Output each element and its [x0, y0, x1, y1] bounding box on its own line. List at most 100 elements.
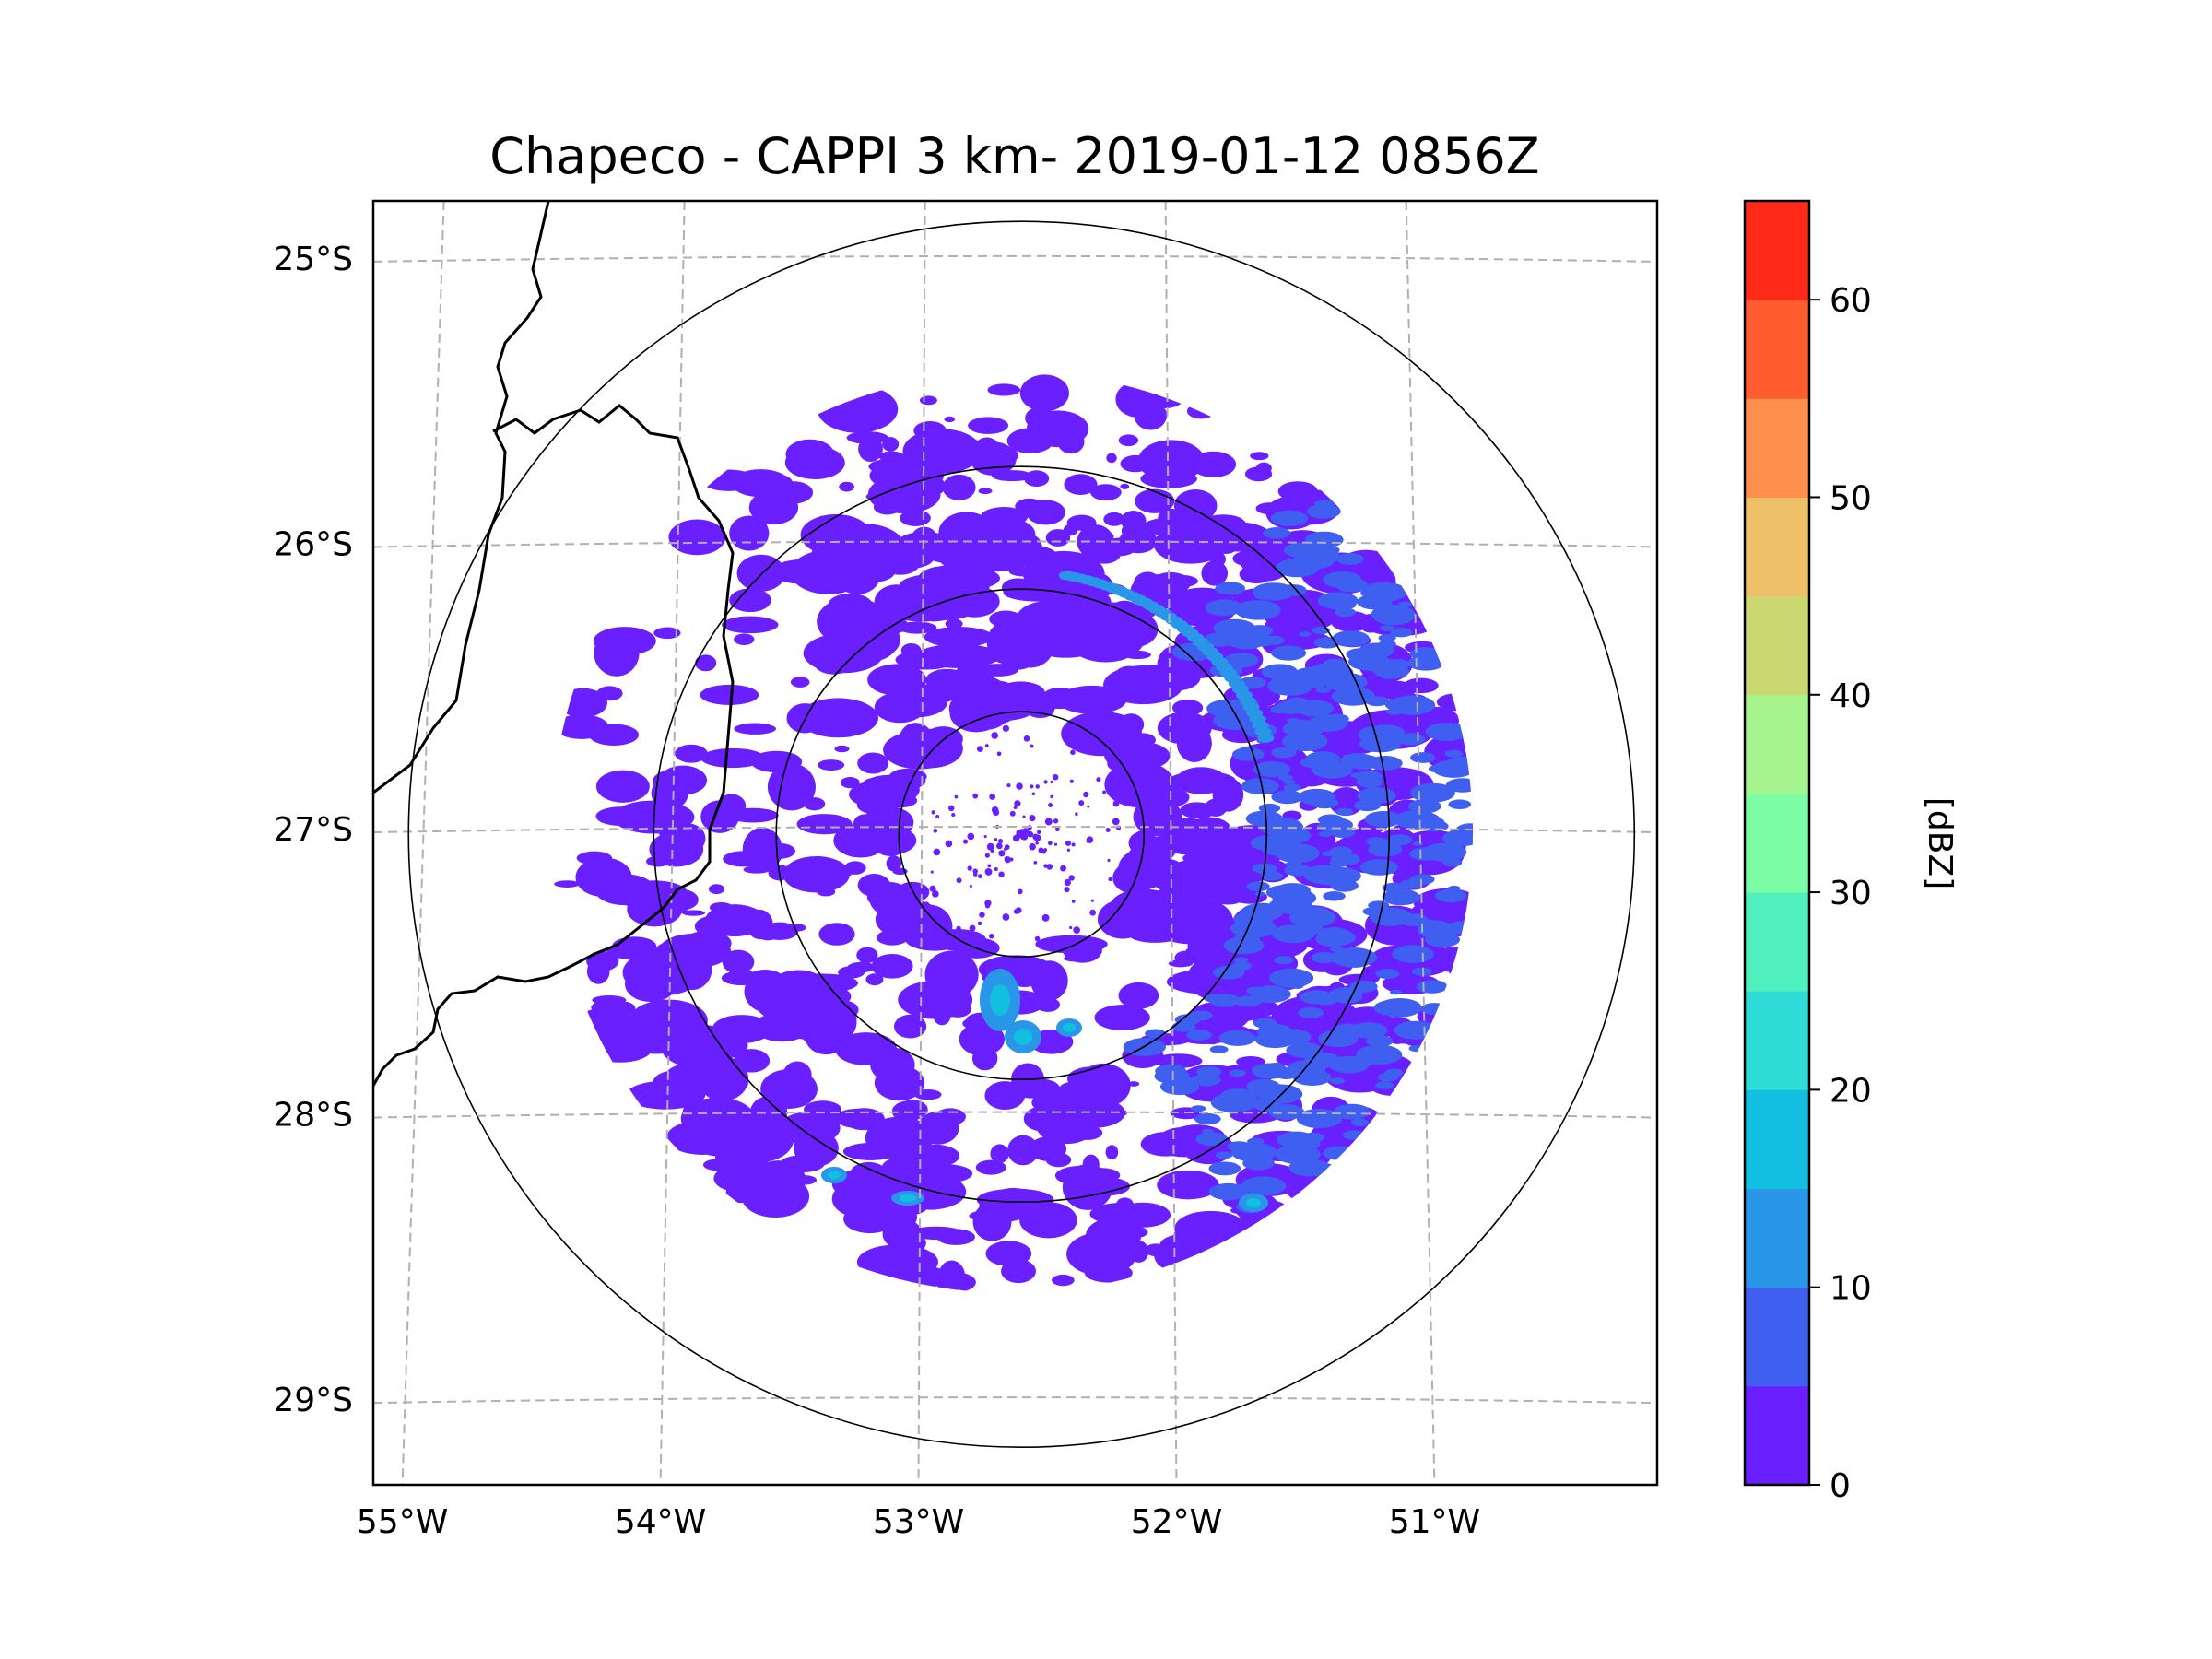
echo-weak — [626, 1080, 706, 1110]
echo-weak — [615, 889, 661, 903]
echo-clutter — [1089, 909, 1097, 916]
echo-moderate — [1271, 645, 1307, 661]
colorbar-segment — [1745, 1385, 1809, 1486]
echo-moderate — [1250, 985, 1291, 1004]
echo-clutter — [1039, 848, 1043, 853]
echo-weak — [972, 1202, 1012, 1241]
echo-weak — [938, 1260, 966, 1292]
echo-moderate — [1209, 1045, 1229, 1053]
echo-weak — [660, 1024, 738, 1069]
echo-weak — [913, 420, 947, 441]
echo-clutter — [945, 840, 953, 848]
colorbar-segment — [1745, 694, 1809, 794]
border-line-state — [373, 404, 735, 1087]
echo-clutter — [1006, 783, 1011, 788]
echo-weak — [1030, 1204, 1065, 1239]
echo-moderate — [1277, 774, 1294, 782]
echo-moderate — [1384, 1068, 1404, 1077]
echo-moderate — [1253, 590, 1276, 600]
echo-weak — [1168, 587, 1238, 627]
echo-moderate — [1389, 989, 1402, 995]
echo-clutter — [1030, 744, 1034, 748]
lat-tick-label: 28°S — [273, 1097, 353, 1135]
echo-weak — [1052, 1274, 1075, 1287]
echo-clutter — [994, 838, 998, 841]
border-line-north — [373, 201, 550, 794]
echo-moderate — [1223, 936, 1265, 955]
colorbar-tick-label: 20 — [1830, 1072, 1872, 1110]
echo-weak — [968, 417, 1009, 434]
lon-gridline — [1164, 201, 1178, 1485]
echo-moderate — [1227, 632, 1266, 650]
colorbar-segment — [1745, 398, 1809, 498]
echo-clutter — [1073, 926, 1081, 934]
echo-weak — [1137, 440, 1205, 482]
echo-weak — [749, 840, 783, 867]
echo-clutter — [1023, 735, 1030, 742]
echo-weak — [554, 714, 609, 739]
echo-weak — [1175, 767, 1227, 794]
echo-weak — [818, 759, 845, 771]
echo-clutter — [1036, 830, 1041, 835]
echo-clutter — [1131, 866, 1135, 871]
echo-moderate — [1425, 932, 1461, 947]
echo-moderate — [1274, 956, 1294, 965]
echo-weak — [753, 1012, 811, 1042]
echo-clutter — [1105, 828, 1111, 833]
echo-clutter — [1016, 782, 1023, 790]
echo-weak — [987, 383, 1021, 396]
echo-weak — [1023, 1106, 1060, 1132]
echo-moderate — [1378, 634, 1396, 642]
echo-weak — [1182, 851, 1228, 865]
echo-moderate — [1247, 1137, 1265, 1146]
echo-weak — [1103, 665, 1183, 705]
echo-moderate — [1390, 628, 1413, 638]
echo-moderate — [1266, 1062, 1285, 1071]
echo-weak — [865, 491, 896, 501]
echo-weak — [1255, 502, 1283, 515]
echo-weak — [1118, 713, 1145, 735]
echo-clutter — [1031, 843, 1036, 848]
echo-clutter — [1077, 741, 1083, 747]
colorbar — [1745, 201, 1809, 1486]
echo-moderate — [1366, 1035, 1394, 1048]
echo-weak — [943, 999, 972, 1018]
echo-weak — [806, 559, 823, 579]
echo-moderate — [1315, 687, 1331, 694]
echo-clutter — [928, 757, 933, 760]
echo-weak — [794, 1130, 839, 1167]
echo-moderate — [1304, 531, 1344, 548]
echo-weak — [978, 488, 993, 495]
echo-moderate — [1380, 625, 1394, 631]
echo-weak — [575, 857, 632, 898]
echo-moderate — [1336, 553, 1364, 565]
echo-clutter — [929, 885, 936, 892]
echo-weak — [1064, 474, 1098, 495]
echo-clutter — [984, 900, 992, 907]
echo-weak — [1332, 777, 1344, 783]
echo-cell-core — [900, 1194, 916, 1202]
echo-weak — [800, 513, 872, 556]
echo-moderate — [1318, 830, 1333, 838]
echo-clutter — [986, 842, 994, 851]
echo-moderate — [1306, 503, 1341, 519]
echo-clutter — [1041, 913, 1050, 922]
echo-weak — [1024, 470, 1050, 488]
echo-moderate — [1232, 747, 1265, 761]
echo-moderate — [1359, 734, 1402, 753]
echo-weak — [1155, 889, 1172, 899]
colorbar-segment — [1745, 793, 1809, 893]
echo-weak — [722, 616, 779, 634]
echo-clutter — [969, 884, 972, 888]
echo-moderate — [1219, 1088, 1258, 1105]
echo-clutter — [939, 920, 946, 926]
echo-weak — [1152, 905, 1182, 921]
echo-weak — [1334, 1008, 1357, 1018]
echo-weak — [818, 923, 855, 946]
echo-weak — [839, 481, 854, 492]
echo-moderate — [1355, 1044, 1403, 1065]
echo-clutter — [971, 725, 979, 732]
colorbar-tick-label: 10 — [1830, 1270, 1872, 1308]
echo-cell-core — [1246, 1198, 1261, 1207]
